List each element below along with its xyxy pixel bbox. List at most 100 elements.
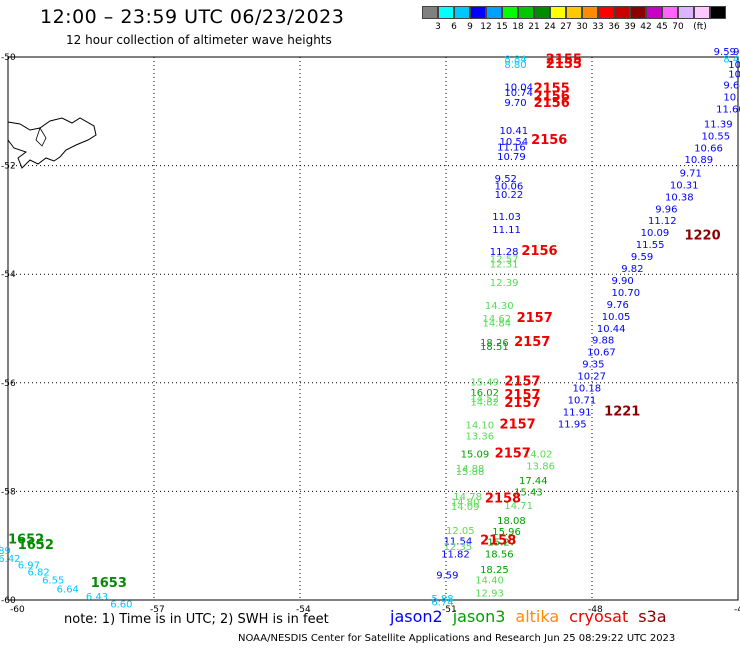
pass-time-label: 1221: [604, 404, 640, 419]
wave-height-value: 10.09: [641, 228, 670, 239]
color-scale-label: 33: [592, 22, 604, 32]
wave-height-value: 15.09: [461, 450, 490, 461]
wave-height-value: 9.70: [504, 98, 526, 109]
wave-height-value: 5.88: [431, 594, 453, 605]
wave-height-value: 11.91: [563, 407, 592, 418]
wave-height-value: 8.84: [504, 54, 526, 65]
wave-height-value: 17.44: [519, 476, 548, 487]
wave-height-value: 7.89: [0, 546, 11, 557]
map-frame: [7, 56, 739, 601]
wave-height-value: 9.90: [611, 276, 633, 287]
satellite-legend: jason2 jason3 altika cryosat s3a: [390, 607, 677, 626]
note-text: note: 1) Time is in UTC; 2) SWH is in fe…: [64, 612, 329, 627]
wave-height-value: 9.59: [436, 570, 458, 581]
wave-height-value: 11.28: [490, 247, 519, 258]
wave-height-value: 10.86: [723, 92, 740, 103]
wave-height-value: 12.31: [490, 260, 519, 271]
wave-height-value: 10.74: [504, 88, 533, 99]
y-tick-label: -50: [1, 53, 16, 63]
color-scale-label: 18: [512, 22, 524, 32]
color-swatch: [422, 6, 438, 19]
wave-height-value: 10.89: [684, 155, 713, 166]
color-scale-label: 21: [528, 22, 540, 32]
pass-time-labels: 2155215521552156215621562156215721572157…: [8, 53, 721, 591]
wave-height-value: 13.86: [526, 462, 555, 473]
color-swatch: [470, 6, 486, 19]
pass-time-label: 1652: [8, 533, 44, 548]
wave-height-value: 10: [728, 70, 740, 81]
color-swatch: [678, 6, 694, 19]
wave-height-value: 11.60: [716, 104, 740, 115]
pass-time-label: 2157: [504, 388, 540, 403]
wave-height-value: 10: [728, 60, 740, 71]
wave-height-value: 6.43: [86, 592, 108, 603]
x-tick-label: -45: [734, 605, 740, 615]
pass-time-label: 2157: [500, 417, 536, 432]
color-swatch: [694, 6, 710, 19]
wave-height-value: 14.30: [485, 301, 514, 312]
color-scale-label: 12: [480, 22, 492, 32]
y-tick-label: -60: [1, 596, 16, 606]
color-scale-label: 45: [656, 22, 668, 32]
wave-height-value: 14.62: [483, 314, 512, 325]
wave-height-value: 10.22: [495, 190, 524, 201]
wave-height-value: 10.27: [577, 372, 606, 383]
sat-jason3: jason3: [452, 607, 506, 626]
x-tick-label: -51: [442, 605, 457, 615]
y-tick-label: -58: [1, 487, 16, 497]
wave-height-value: 15.27: [487, 538, 516, 549]
wave-height-value: 9.82: [621, 264, 643, 275]
sat-altika: altika: [515, 607, 560, 626]
wave-height-value: 18.56: [485, 550, 514, 561]
color-scale-label: 70: [672, 22, 684, 32]
pass-time-label: 2155: [546, 57, 582, 72]
wave-height-value: 8.80: [504, 60, 526, 71]
wave-height-value: 10.04: [504, 83, 533, 94]
credit-line: NOAA/NESDIS Center for Satellite Applica…: [238, 633, 676, 644]
wave-height-value: 14.10: [465, 420, 494, 431]
x-tick-label: -57: [150, 605, 165, 615]
wave-height-value: 10.71: [568, 395, 597, 406]
color-swatch: [438, 6, 454, 19]
color-scale-label: 24: [544, 22, 556, 32]
color-swatch: [662, 6, 678, 19]
wave-height-value: 11.16: [497, 142, 526, 153]
falkland-islands-landmass: [7, 117, 97, 169]
color-scale-label: 42: [640, 22, 652, 32]
wave-height-value: 16.02: [470, 388, 499, 399]
wave-height-value: 10.66: [694, 143, 723, 154]
pass-time-label: 2156: [534, 89, 570, 104]
wave-height-value: 18.08: [497, 516, 526, 527]
pass-time-label: 1652: [18, 538, 54, 553]
sat-jason2: jason2: [390, 607, 443, 626]
pass-time-label: 2157: [517, 311, 553, 326]
lat-lon-grid: [7, 56, 739, 601]
wave-height-value: 12.05: [446, 526, 475, 537]
color-scale-label: 6: [451, 22, 457, 32]
y-tick-label: -56: [1, 379, 16, 389]
wave-height-value: 11.55: [636, 240, 665, 251]
wave-height-value: 10.06: [495, 181, 524, 192]
color-swatch: [502, 6, 518, 19]
wave-height-value: 9.35: [582, 360, 604, 371]
wave-height-value: 10.79: [497, 152, 526, 163]
wave-height-value: 9.52: [495, 174, 517, 185]
wave-height-value: 10.70: [611, 288, 640, 299]
wave-height-value: 18.51: [480, 342, 509, 353]
color-swatch: [518, 6, 534, 19]
pass-time-label: 2156: [521, 244, 557, 259]
x-tick-label: -60: [10, 605, 25, 615]
pass-time-label: 2158: [480, 534, 516, 549]
wave-height-value: 9.59: [631, 252, 653, 263]
pass-time-label: 1220: [684, 228, 720, 243]
color-swatch: [550, 6, 566, 19]
wave-height-value: 6.74: [431, 597, 453, 608]
wave-height-value: 14.80: [451, 498, 480, 509]
wave-height-value: 9.64: [723, 80, 740, 91]
wave-height-value: 15.96: [492, 527, 521, 538]
wave-height-value: 14.52: [470, 394, 499, 405]
wave-height-value: 14.84: [483, 318, 512, 329]
wave-height-value: 6.42: [0, 554, 21, 565]
color-swatch: [566, 6, 582, 19]
